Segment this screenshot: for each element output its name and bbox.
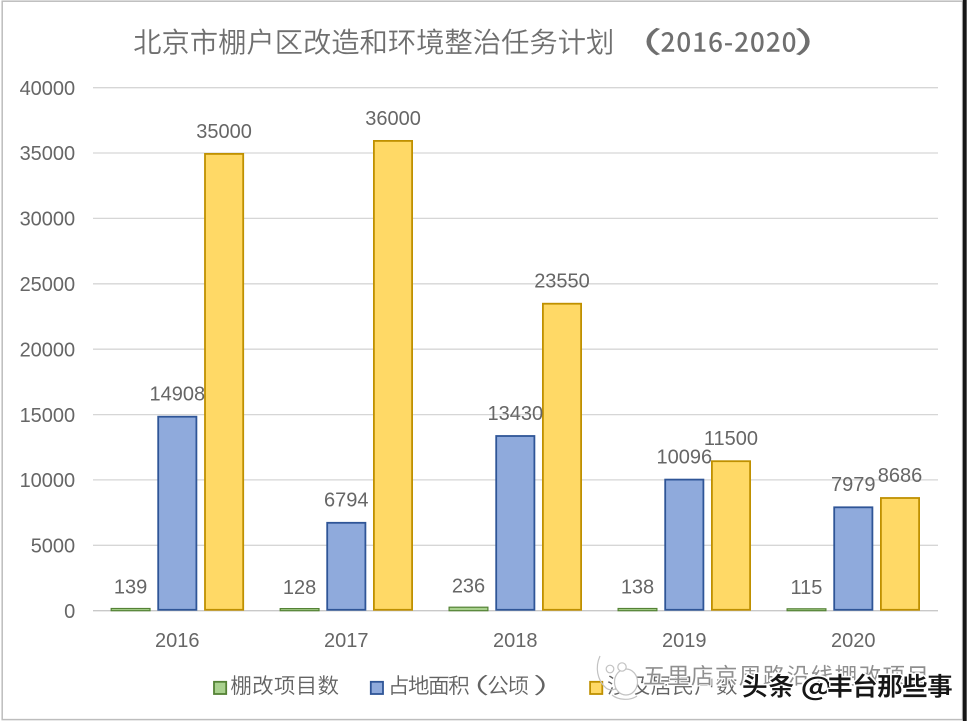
svg-text:15000: 15000 [20, 405, 76, 427]
svg-text:2019: 2019 [662, 630, 707, 652]
svg-text:35000: 35000 [20, 143, 76, 165]
svg-text:138: 138 [621, 577, 654, 599]
svg-text:40000: 40000 [20, 78, 76, 100]
svg-text:8686: 8686 [878, 465, 923, 487]
svg-text:10000: 10000 [20, 470, 76, 492]
svg-text:14908: 14908 [149, 384, 205, 406]
svg-text:30000: 30000 [20, 209, 76, 231]
svg-text:7979: 7979 [831, 474, 876, 496]
svg-text:5000: 5000 [31, 536, 76, 558]
svg-text:6794: 6794 [324, 490, 369, 512]
svg-text:139: 139 [114, 577, 147, 599]
svg-text:36000: 36000 [365, 108, 421, 130]
svg-text:13430: 13430 [487, 403, 543, 425]
svg-text:236: 236 [452, 575, 485, 597]
svg-text:35000: 35000 [196, 121, 252, 143]
svg-text:2016: 2016 [155, 630, 200, 652]
svg-text:25000: 25000 [20, 274, 76, 296]
svg-text:23550: 23550 [534, 271, 590, 293]
svg-text:10096: 10096 [656, 447, 712, 469]
svg-text:128: 128 [283, 577, 316, 599]
svg-text:2018: 2018 [493, 630, 538, 652]
svg-text:2020: 2020 [831, 630, 876, 652]
svg-text:2017: 2017 [324, 630, 369, 652]
svg-text:11500: 11500 [704, 428, 758, 450]
svg-text:115: 115 [791, 577, 823, 599]
svg-text:20000: 20000 [20, 339, 76, 361]
svg-text:0: 0 [64, 601, 75, 623]
